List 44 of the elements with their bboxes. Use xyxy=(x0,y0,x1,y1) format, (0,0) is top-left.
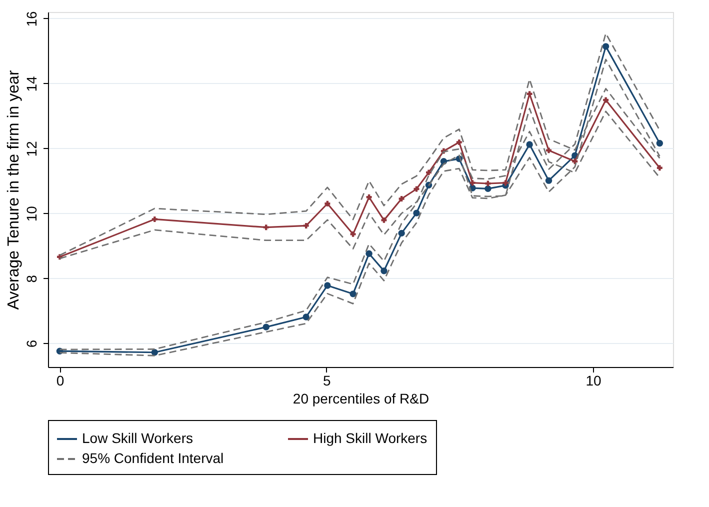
point xyxy=(263,224,269,230)
x-axis-title: 20 percentiles of R&D xyxy=(292,390,430,406)
point xyxy=(381,217,387,223)
y-tick-label: 14 xyxy=(24,76,40,92)
point xyxy=(303,222,309,228)
point xyxy=(656,165,662,171)
point xyxy=(151,349,158,356)
point xyxy=(656,140,664,147)
y-axis-title: Average Tenure in the firm in year xyxy=(6,70,22,310)
point xyxy=(152,216,158,222)
point xyxy=(526,91,532,97)
point xyxy=(366,194,372,200)
point xyxy=(350,231,356,237)
x-tick-label: 5 xyxy=(322,372,331,388)
point xyxy=(484,185,492,192)
point xyxy=(398,196,404,202)
point xyxy=(470,180,476,186)
x-tick-label: 10 xyxy=(586,372,602,388)
point xyxy=(413,210,420,216)
point xyxy=(603,97,609,103)
point xyxy=(366,250,372,257)
legend-label: High Skill Workers xyxy=(313,430,428,446)
point xyxy=(350,290,356,298)
point xyxy=(380,268,388,274)
y-tick-label: 8 xyxy=(24,274,40,283)
point xyxy=(545,177,552,184)
point xyxy=(302,314,310,320)
legend-label: 95% Confident Interval xyxy=(82,450,224,466)
point xyxy=(324,282,331,289)
y-tick-label: 12 xyxy=(24,140,40,157)
point xyxy=(398,230,405,237)
x-tick-label: 0 xyxy=(56,372,64,388)
point xyxy=(526,141,533,148)
y-tick-label: 16 xyxy=(24,11,40,27)
point xyxy=(456,140,462,145)
point xyxy=(324,200,330,206)
point xyxy=(546,148,552,154)
point xyxy=(426,170,432,176)
point xyxy=(502,180,508,186)
y-tick-label: 6 xyxy=(24,340,40,348)
point xyxy=(262,324,270,330)
y-tick-label: 10 xyxy=(24,206,40,222)
point xyxy=(602,43,610,50)
legend-label: Low Skill Workers xyxy=(82,430,193,446)
